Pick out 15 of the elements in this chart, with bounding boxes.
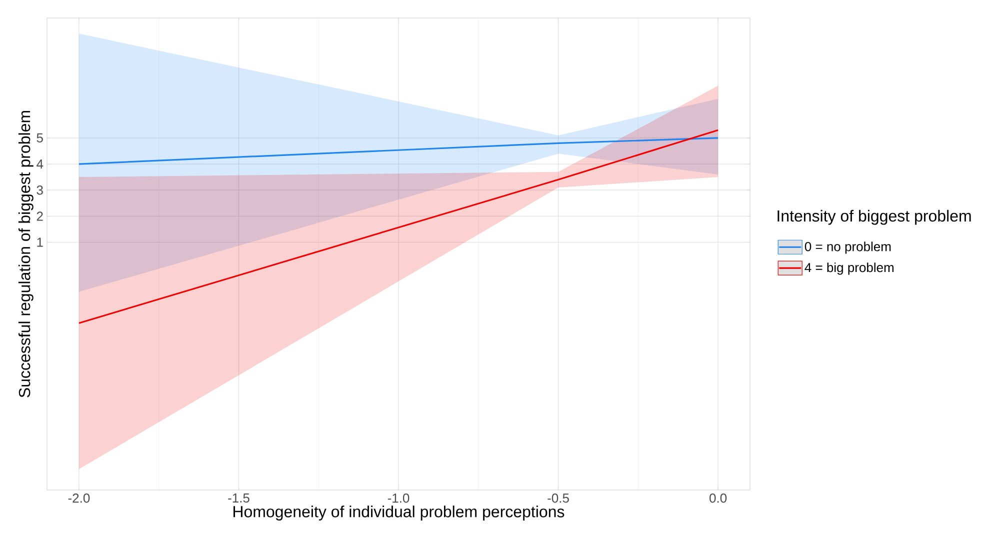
y-tick-label: 2 xyxy=(36,212,43,221)
x-tick-label: -0.5 xyxy=(548,494,569,503)
y-tick-label: 4 xyxy=(36,160,44,168)
legend-label: 0 = no problem xyxy=(804,242,891,254)
x-tick-label: -2.0 xyxy=(68,494,90,503)
legend-title: Intensity of biggest problem xyxy=(778,210,971,225)
x-tick-label: 0.0 xyxy=(710,494,727,503)
x-axis-title: Homogeneity of individual problem perceptions xyxy=(234,506,564,521)
x-tick-label: -1.0 xyxy=(388,494,410,503)
x-tick-label: -1.5 xyxy=(228,494,250,503)
y-tick-label: 1 xyxy=(37,238,43,247)
y-tick-label: 3 xyxy=(36,185,43,195)
y-axis-title: Successful regulation of biggest problem xyxy=(18,111,34,398)
legend-label: 4 = big problem xyxy=(804,262,894,275)
y-tick-label: 5 xyxy=(36,133,43,142)
